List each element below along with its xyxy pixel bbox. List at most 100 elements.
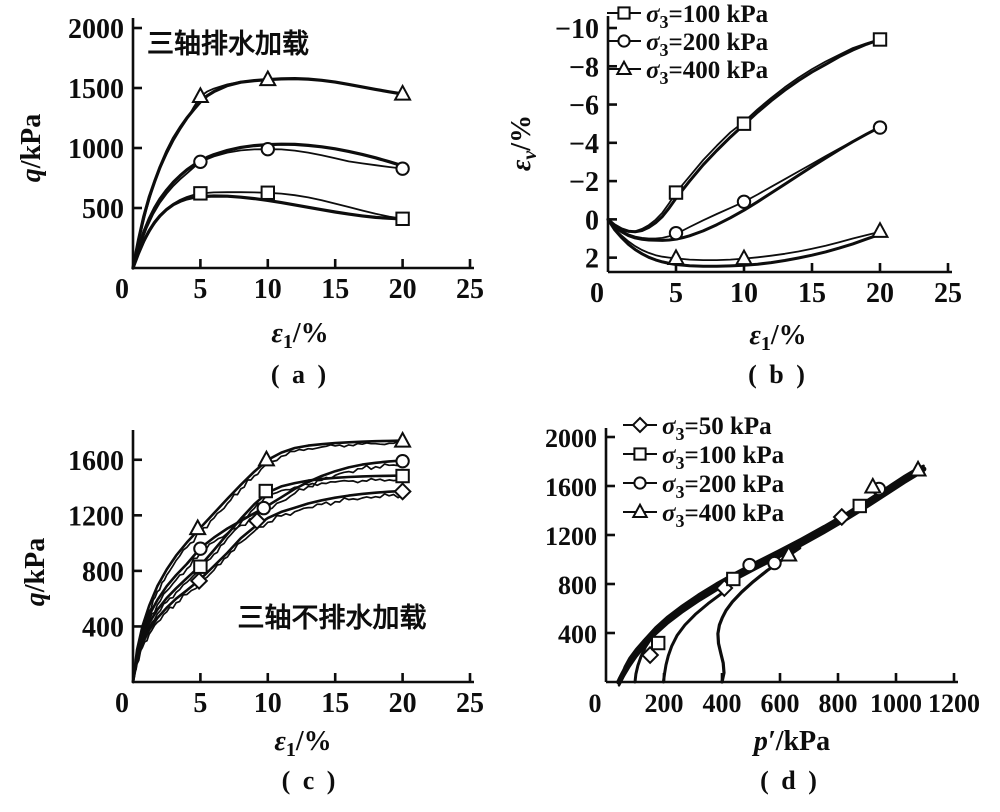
triangle-marker-σ3=400 kPa [870,221,890,238]
circle-marker-σ3=200 kPa [395,161,410,176]
x-tick-label: 0 [115,274,129,305]
x-tick-label: 10 [730,278,758,309]
series-line-σ3=100 kPa [607,38,881,233]
diamond-marker-σ3=50 kPa [247,511,267,531]
circle-marker-σ3=200 kPa [736,194,752,209]
legend-label: σ3=100 kPa [662,442,785,473]
series-line-σ3=50 kPa [619,587,718,684]
y-tick-label: 500 [82,194,124,225]
series-markers [640,459,928,665]
circle-marker-σ3=200 kPa [668,225,684,241]
series-markers [188,430,412,591]
y-tick-label: 0 [585,205,599,236]
square-marker-σ3=100 kPa [258,483,273,499]
series-line-σ3=50 kPa [131,489,404,684]
square-marker-σ3=100 kPa [395,468,410,484]
square-marker-σ3=100 kPa [852,498,867,514]
y-tick-label: 800 [82,557,124,588]
x-axis-label: ε1/% [274,726,331,761]
series-markers [191,69,412,227]
circle-marker-σ3=200 kPa [742,557,757,573]
axes [606,16,952,274]
legend-circle-icon [617,34,631,48]
y-tick-label: 400 [82,612,124,643]
y-tick-label: −6 [569,91,599,122]
diamond-marker-σ3=50 kPa [393,482,412,501]
y-axis-label: εv/% [506,115,541,171]
y-tick-label: 1600 [68,446,124,477]
x-tick-label: 20 [866,278,894,309]
y-tick-label: −2 [569,167,599,198]
triangle-marker-σ3=400 kPa [188,518,207,536]
x-tick-label: 5 [193,688,207,719]
chart-c-undrained-q-eps: 0 5 10 15 20 25 400 800 1200 1600 ε1/% q/kPa [20,430,484,761]
circle-marker-σ3=200 kPa [256,500,271,516]
series-lines [606,38,882,268]
chart-d-stress-paths: 0 200 400 600 800 1000 1200400800120016002000p… [545,413,980,757]
x-axis-label: p′/kPa [752,726,830,757]
x-tick-label: 15 [321,274,349,305]
series-line-σ3=400 kPa [132,77,404,269]
square-marker-σ3=100 kPa [668,185,684,200]
x-tick-label: 1200 [928,689,980,718]
tick-labels: 0 5 10 15 20 25 500 1000 1500 2000 [68,14,484,305]
series-line-σ3=200 kPa [661,591,725,684]
legend-label: σ3=50 kPa [662,413,772,444]
y-axis-label: q/kPa [20,538,51,606]
diamond-marker-σ3=50 kPa [189,571,209,591]
legend-label: σ3=400 kPa [662,500,785,531]
series-markers [666,32,890,266]
legend-triangle-icon [631,502,649,519]
triangle-marker-σ3=400 kPa [863,476,882,494]
y-tick-label: 800 [558,571,597,600]
triangle-marker-σ3=400 kPa [257,449,276,467]
caption-c: ( c ) [281,766,339,795]
series-line-σ3=50 kPa [132,493,404,683]
axes [131,18,474,270]
square-marker-σ3=100 kPa [651,635,666,651]
series-lines [616,464,927,687]
x-tick-label: 15 [321,688,349,719]
x-tick-label: 20 [389,274,417,305]
series-line-σ3=100 kPa [633,593,705,684]
legend-label: σ3=200 kPa [646,29,769,60]
y-tick-label: 2000 [68,14,124,45]
y-tick-label: 1500 [68,74,124,105]
y-tick-label: −10 [555,14,599,45]
x-tick-label: 15 [798,278,826,309]
series-line-σ3=100 kPa [132,477,404,683]
tick-labels: 0 5 10 15 20 25−10−8−6−4−202 [555,14,962,309]
x-tick-label: 25 [456,274,484,305]
series-line-σ3=200 kPa [607,126,881,240]
x-tick-label: 1000 [870,689,922,718]
square-marker-σ3=100 kPa [726,571,741,587]
legend-square-icon [633,447,647,461]
square-marker-σ3=100 kPa [872,32,888,47]
legend-triangle-icon [615,59,633,76]
y-tick-label: −4 [569,129,599,160]
series-line-σ3=100 kPa [131,474,404,684]
circle-marker-σ3=200 kPa [872,120,888,135]
square-marker-σ3=100 kPa [193,559,208,574]
square-marker-σ3=100 kPa [395,211,410,227]
series-line-σ3=100 kPa [131,194,405,270]
x-axis-label: ε1/% [749,320,806,355]
series-line-σ3=400 kPa [131,77,405,270]
circle-marker-σ3=200 kPa [395,453,410,469]
x-tick-label: 5 [193,274,207,305]
series-lines [131,77,405,270]
axes [131,430,474,684]
circle-marker-σ3=200 kPa [193,154,208,170]
legend-label: σ3=400 kPa [646,57,769,88]
caption-d: ( d ) [760,766,820,795]
series-line-σ3=400 kPa [607,218,881,261]
series-line-σ3=400 kPa [131,439,404,684]
series-line-σ3=400 kPa [132,440,404,683]
y-tick-label: 1600 [545,473,597,502]
triangle-marker-σ3=400 kPa [779,544,798,562]
square-marker-σ3=100 kPa [736,116,752,131]
